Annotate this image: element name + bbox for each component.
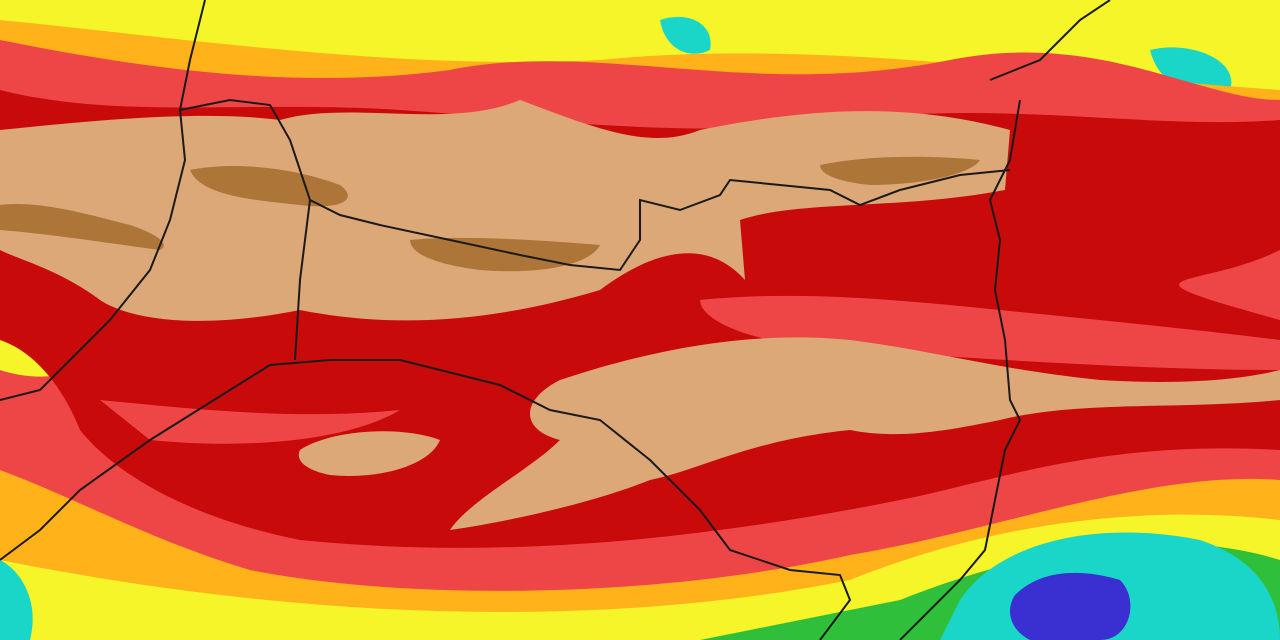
brown-streak-1 — [0, 204, 164, 250]
border-lines — [0, 0, 1111, 640]
border-south — [0, 359, 852, 640]
red-streak-1 — [700, 295, 1280, 370]
border-north — [179, 98, 1011, 272]
cyan-area-top — [660, 16, 711, 54]
cyan-area-bottomleft — [0, 560, 33, 640]
red-streak-2 — [100, 400, 400, 444]
tan-area-south — [450, 337, 1280, 530]
cyan-area-topright — [1150, 47, 1232, 94]
border-coast-top — [989, 0, 1111, 81]
brown-streak-4 — [820, 156, 980, 185]
brown-streak-3 — [410, 237, 600, 272]
border-west — [0, 0, 206, 401]
border-coast — [899, 99, 1022, 640]
blue-area — [1010, 572, 1131, 640]
tan-area-southwest — [298, 431, 440, 476]
border-inner — [294, 199, 311, 361]
tan-area-north — [0, 100, 1010, 321]
